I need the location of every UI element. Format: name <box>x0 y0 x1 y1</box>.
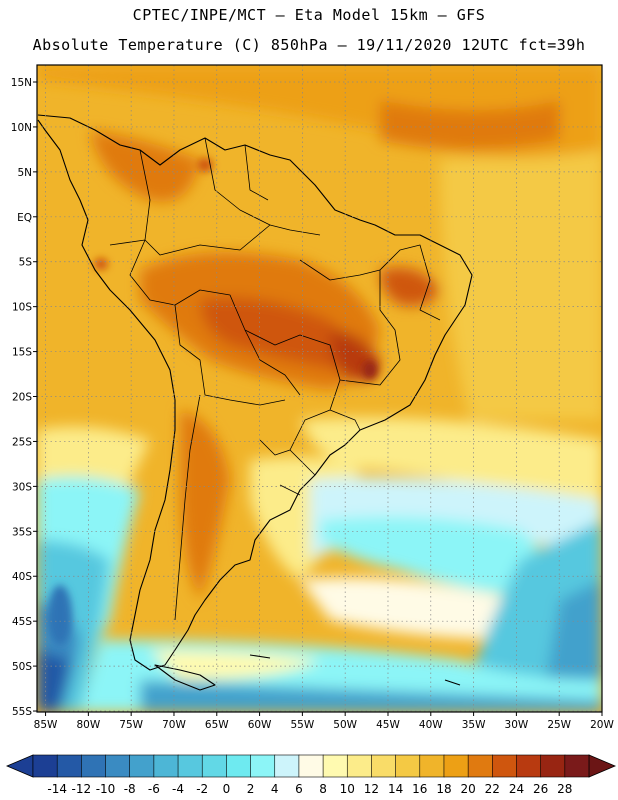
colorbar-swatch <box>419 754 445 778</box>
colorbar-label: -14 <box>47 782 67 796</box>
colorbar-swatch <box>177 754 203 778</box>
colorbar <box>5 754 617 778</box>
colorbar-label: 10 <box>340 782 355 796</box>
lon-tick-label: 35W <box>462 719 486 731</box>
colorbar-label: -12 <box>72 782 92 796</box>
lat-tick-label: 10N <box>11 122 32 134</box>
lon-tick-label: 50W <box>333 719 357 731</box>
axis-ticks <box>33 81 603 716</box>
colorbar-label: 24 <box>509 782 524 796</box>
lat-tick-label: 5N <box>17 167 32 179</box>
lat-tick-label: 15S <box>12 347 32 359</box>
colorbar-label: -2 <box>196 782 208 796</box>
colorbar-label: -4 <box>172 782 184 796</box>
lat-tick-label: 5S <box>19 257 33 269</box>
lat-tick-label: 20S <box>12 392 32 404</box>
colorbar-swatch <box>153 754 179 778</box>
coastlines <box>37 114 473 691</box>
lat-tick-label: 40S <box>12 571 32 583</box>
lat-tick-label: 55S <box>12 706 32 718</box>
colorbar-label: 14 <box>388 782 403 796</box>
latitude-labels: 15N 10N 5N EQ 5S 10S 15S 20S 25S 30S 35S 40S 45S 50S 5… <box>11 77 33 718</box>
lon-tick-label: 20W <box>590 719 614 731</box>
colorbar-swatch <box>32 754 58 778</box>
map-title-line-1: CPTEC/INPE/MCT – Eta Model 15km – GFS <box>132 6 486 24</box>
temperature-field <box>37 65 602 712</box>
lon-tick-label: 85W <box>34 719 58 731</box>
colorbar-label: 18 <box>436 782 451 796</box>
colorbar-swatch <box>201 754 227 778</box>
colorbar-swatch <box>274 754 300 778</box>
colorbar-label: 6 <box>295 782 303 796</box>
lat-tick-label: 50S <box>12 661 32 673</box>
lat-tick-label: 30S <box>12 481 32 493</box>
lon-tick-label: 70W <box>162 719 186 731</box>
colorbar-label: 2 <box>247 782 255 796</box>
colorbar-swatch <box>395 754 421 778</box>
colorbar-swatch <box>105 754 131 778</box>
colorbar-swatch <box>492 754 518 778</box>
colorbar-swatch <box>443 754 469 778</box>
colorbar-left-arrow <box>5 754 34 778</box>
lat-tick-label: 35S <box>12 526 32 538</box>
colorbar-label: 20 <box>460 782 475 796</box>
lon-tick-label: 60W <box>248 719 272 731</box>
colorbar-label: 4 <box>271 782 279 796</box>
colorbar-label: 26 <box>533 782 548 796</box>
lon-tick-label: 45W <box>376 719 400 731</box>
colorbar-swatch <box>322 754 348 778</box>
colorbar-label: 8 <box>319 782 327 796</box>
colorbar-swatch <box>516 754 542 778</box>
lon-tick-label: 75W <box>119 719 143 731</box>
colorbar-label: 16 <box>412 782 427 796</box>
lat-tick-label: 10S <box>12 302 32 314</box>
colorbar-swatch <box>250 754 276 778</box>
longitude-labels: 85W 80W 75W 70W 65W 60W 55W 50W 45W 40W 35W 30W 25W 2… <box>34 719 615 731</box>
lon-tick-label: 55W <box>291 719 315 731</box>
colorbar-label: -8 <box>124 782 136 796</box>
lon-tick-label: 25W <box>547 719 571 731</box>
colorbar-right-arrow <box>588 754 617 778</box>
lon-tick-label: 30W <box>505 719 529 731</box>
colorbar-swatch <box>564 754 590 778</box>
colorbar-label: -10 <box>96 782 116 796</box>
colorbar-labels: -14 -12 -10 -8 -6 -4 -2 0 2 4 6 8 10 12 14 16 18 20 22 24 26… <box>47 782 572 796</box>
colorbar-swatch <box>226 754 252 778</box>
lat-tick-label: 25S <box>12 436 32 448</box>
colorbar-swatch <box>540 754 566 778</box>
colorbar-swatch <box>371 754 397 778</box>
lat-tick-label: 15N <box>11 77 32 89</box>
lat-tick-label: 45S <box>12 616 32 628</box>
colorbar-label: 22 <box>485 782 500 796</box>
colorbar-swatch <box>81 754 107 778</box>
colorbar-swatch <box>298 754 324 778</box>
colorbar-swatch <box>56 754 82 778</box>
colorbar-label: 28 <box>557 782 572 796</box>
map-title-line-2: Absolute Temperature (C) 850hPa – 19/11/… <box>32 36 586 54</box>
colorbar-label: -6 <box>148 782 160 796</box>
colorbar-label: 12 <box>364 782 379 796</box>
colorbar-label: 0 <box>223 782 231 796</box>
colorbar-swatch <box>346 754 373 778</box>
lon-tick-label: 40W <box>419 719 443 731</box>
lon-tick-label: 65W <box>205 719 229 731</box>
lon-tick-label: 80W <box>76 719 100 731</box>
colorbar-swatch <box>467 754 493 778</box>
map-frame <box>36 64 603 713</box>
colorbar-swatch <box>129 754 155 778</box>
lat-tick-label: EQ <box>17 212 32 224</box>
